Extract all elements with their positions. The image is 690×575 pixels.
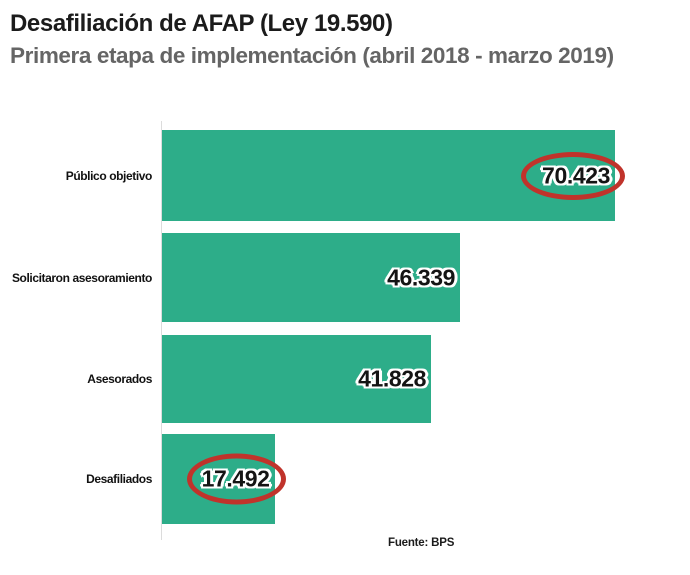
chart-subtitle: Primera etapa de implementación (abril 2… <box>10 43 614 68</box>
bar-solicitaron-asesoramiento: 46.339 <box>162 233 461 322</box>
y-axis-line <box>161 121 162 540</box>
source-note: Fuente: BPS <box>388 537 455 549</box>
bar-row-asesorados: Asesorados 41.828 <box>0 335 690 423</box>
bar-value-label: 17.492 <box>201 465 270 492</box>
bar-desafiliados: 17.492 <box>162 434 286 524</box>
bar-value-label: 70.423 <box>542 162 610 188</box>
bar-asesorados: 41.828 <box>162 335 432 423</box>
chart-title: Desafiliación de AFAP (Ley 19.590) <box>10 10 393 37</box>
bar-row-solicitaron-asesoramiento: Solicitaron asesoramiento 46.339 <box>0 233 690 322</box>
bar-row-publico-objetivo: Público objetivo 70.423 <box>0 130 690 221</box>
category-label: Desafiliados <box>86 472 152 486</box>
bar-row-desafiliados: Desafiliados 17.492 <box>0 434 690 524</box>
category-label: Asesorados <box>87 372 152 386</box>
bar-value-label: 41.828 <box>358 365 427 392</box>
bar-value-label: 46.339 <box>387 264 456 290</box>
category-label: Público objetivo <box>65 168 153 183</box>
bar-publico-objetivo: 70.423 <box>162 130 625 221</box>
category-label: Solicitaron asesoramiento <box>11 270 152 285</box>
